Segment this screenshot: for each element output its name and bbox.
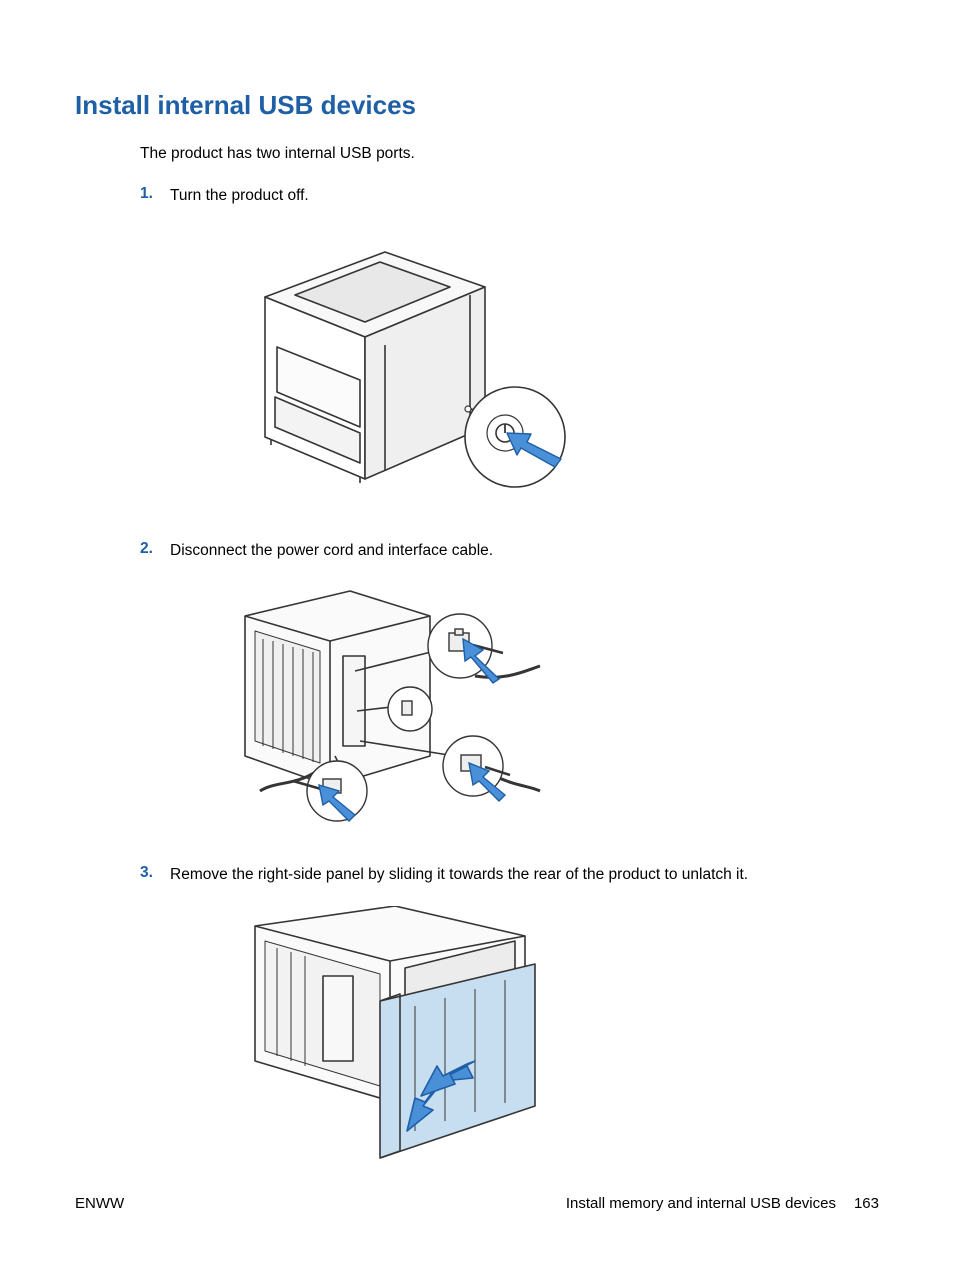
figure-1-printer-power (205, 227, 879, 512)
power-button-callout (465, 387, 565, 487)
remove-panel-svg (205, 906, 585, 1166)
step-text: Remove the right-side panel by sliding i… (170, 864, 748, 886)
step-text: Turn the product off. (170, 185, 309, 207)
printer-power-svg (205, 227, 575, 507)
step-3: 3. Remove the right-side panel by slidin… (140, 864, 879, 886)
footer-left: ENWW (75, 1195, 124, 1212)
step-1: 1. Turn the product off. (140, 185, 879, 207)
figure-3-remove-panel (205, 906, 879, 1171)
footer-section: Install memory and internal USB devices (566, 1195, 836, 1212)
page-footer: ENWW Install memory and internal USB dev… (75, 1195, 879, 1212)
figure-2-disconnect-cables (205, 581, 879, 836)
disconnect-cables-svg (205, 581, 545, 831)
step-2: 2. Disconnect the power cord and interfa… (140, 540, 879, 562)
section-heading: Install internal USB devices (75, 90, 879, 121)
step-number: 1. (140, 185, 170, 207)
intro-text: The product has two internal USB ports. (140, 145, 879, 163)
step-text: Disconnect the power cord and interface … (170, 540, 493, 562)
step-number: 2. (140, 540, 170, 562)
page-number: 163 (854, 1195, 879, 1212)
step-number: 3. (140, 864, 170, 886)
